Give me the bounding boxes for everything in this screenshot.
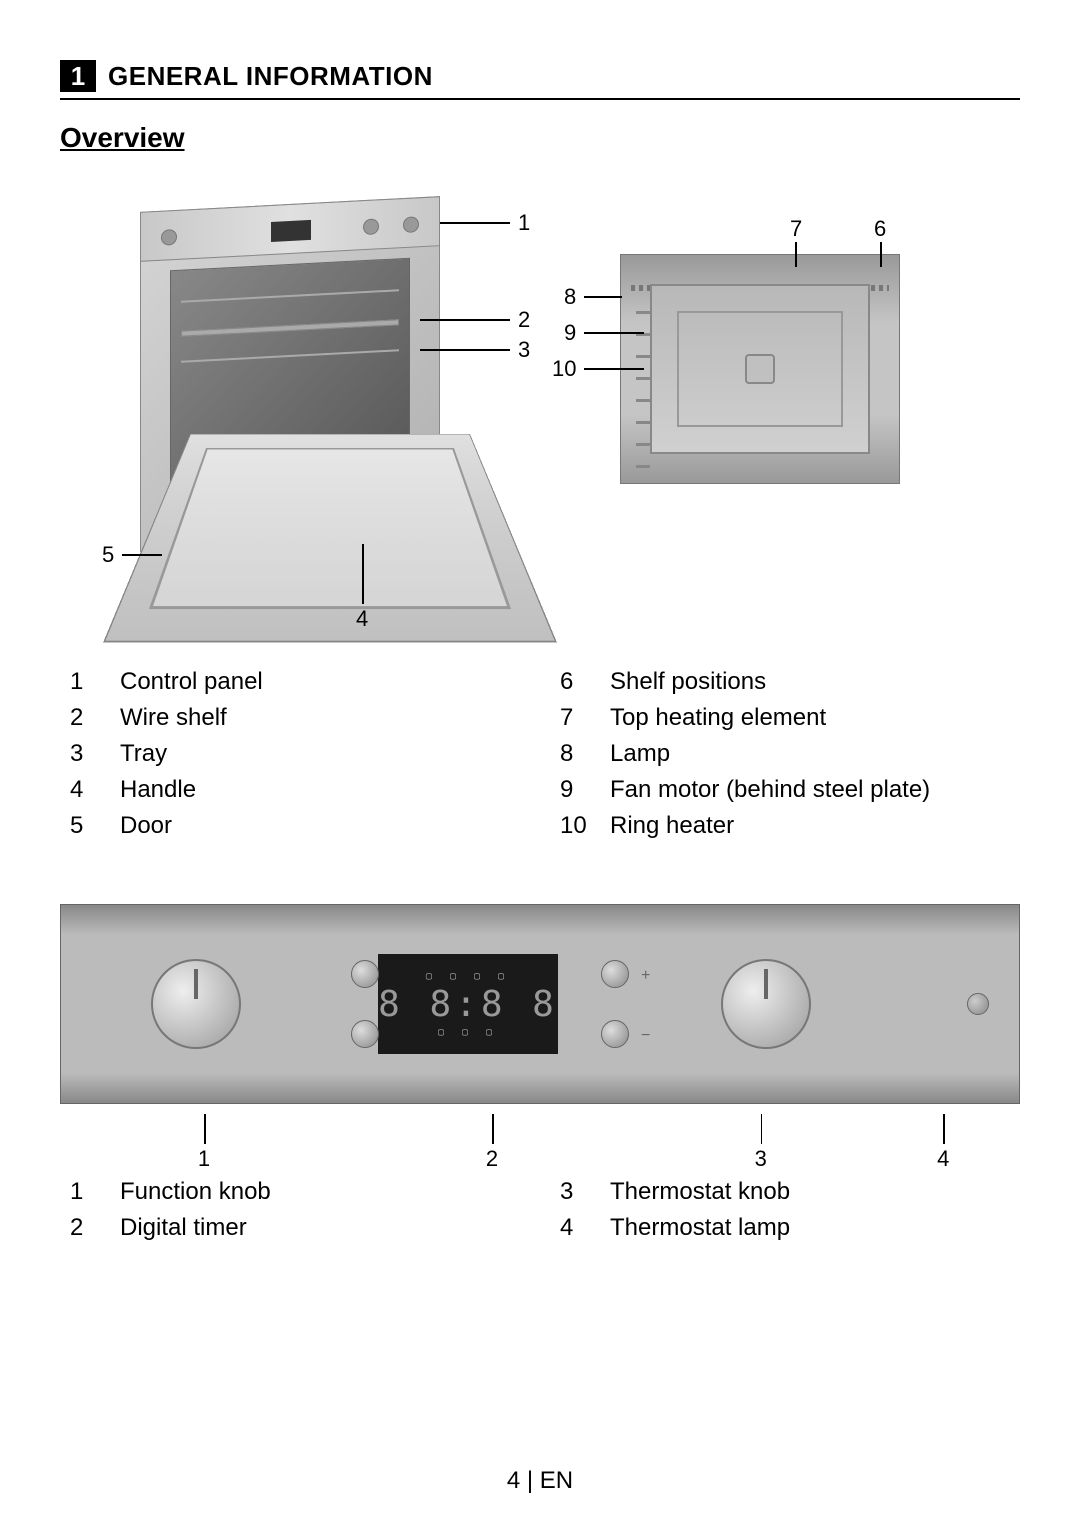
parts-row: 3Thermostat knob xyxy=(560,1174,1010,1210)
parts-label: Ring heater xyxy=(610,808,1010,844)
thermostat-knob-shape xyxy=(721,959,811,1049)
panel-callout-line xyxy=(204,1114,206,1144)
parts-number: 1 xyxy=(70,664,120,700)
timer-button xyxy=(601,960,629,988)
panel-parts-right: 3Thermostat knob4Thermostat lamp xyxy=(560,1174,1010,1246)
parts-number: 4 xyxy=(70,772,120,808)
parts-number: 1 xyxy=(70,1174,120,1210)
overview-diagrams: 1 2 3 4 5 6 7 8 9 10 xyxy=(60,184,1020,634)
panel-callout-row: 1234 xyxy=(60,1114,1020,1164)
panel-callout-number: 3 xyxy=(755,1146,767,1172)
control-panel-diagram: ▢ ▢ ▢ ▢ 8 8:8 8 ▢ ▢ ▢ + − xyxy=(60,904,1020,1104)
parts-number: 2 xyxy=(70,700,120,736)
parts-number: 8 xyxy=(560,736,610,772)
callout-8: 8 xyxy=(564,284,576,310)
parts-row: 10Ring heater xyxy=(560,808,1010,844)
parts-row: 7Top heating element xyxy=(560,700,1010,736)
parts-label: Digital timer xyxy=(120,1210,520,1246)
parts-number: 3 xyxy=(70,736,120,772)
parts-label: Wire shelf xyxy=(120,700,520,736)
parts-row: 4Handle xyxy=(70,772,520,808)
parts-label: Fan motor (behind steel plate) xyxy=(610,772,1010,808)
callout-5: 5 xyxy=(102,542,114,568)
parts-label: Function knob xyxy=(120,1174,520,1210)
timer-button xyxy=(351,1020,379,1048)
parts-label: Control panel xyxy=(120,664,520,700)
parts-row: 1Function knob xyxy=(70,1174,520,1210)
parts-row: 9Fan motor (behind steel plate) xyxy=(560,772,1010,808)
parts-right-column: 6Shelf positions7Top heating element8Lam… xyxy=(560,664,1010,844)
callout-6: 6 xyxy=(874,216,886,242)
parts-left-column: 1Control panel2Wire shelf3Tray4Handle5Do… xyxy=(70,664,520,844)
parts-row: 6Shelf positions xyxy=(560,664,1010,700)
parts-row: 3Tray xyxy=(70,736,520,772)
parts-row: 4Thermostat lamp xyxy=(560,1210,1010,1246)
oven-interior-diagram: 6 7 8 9 10 xyxy=(590,224,970,524)
callout-4: 4 xyxy=(356,606,368,632)
parts-row: 2Digital timer xyxy=(70,1210,520,1246)
callout-10: 10 xyxy=(552,356,576,382)
parts-row: 1Control panel xyxy=(70,664,520,700)
parts-number: 7 xyxy=(560,700,610,736)
panel-callout-line xyxy=(761,1114,763,1144)
oven-rear-panel-shape xyxy=(650,284,870,454)
parts-row: 8Lamp xyxy=(560,736,1010,772)
parts-label: Top heating element xyxy=(610,700,1010,736)
parts-number: 3 xyxy=(560,1174,610,1210)
section-number-badge: 1 xyxy=(60,60,96,92)
panel-callout-line xyxy=(943,1114,945,1144)
digital-timer-shape: ▢ ▢ ▢ ▢ 8 8:8 8 ▢ ▢ ▢ xyxy=(378,954,558,1054)
panel-callout-number: 1 xyxy=(198,1146,210,1172)
parts-number: 4 xyxy=(560,1210,610,1246)
parts-row: 2Wire shelf xyxy=(70,700,520,736)
panel-parts-left: 1Function knob2Digital timer xyxy=(70,1174,520,1246)
function-knob-shape xyxy=(151,959,241,1049)
parts-number: 6 xyxy=(560,664,610,700)
parts-label: Thermostat knob xyxy=(610,1174,1010,1210)
callout-7: 7 xyxy=(790,216,802,242)
timer-button xyxy=(601,1020,629,1048)
parts-label: Shelf positions xyxy=(610,664,1010,700)
parts-label: Tray xyxy=(120,736,520,772)
timer-button xyxy=(351,960,379,988)
panel-callout-number: 4 xyxy=(937,1146,949,1172)
callout-2: 2 xyxy=(518,307,530,333)
parts-row: 5Door xyxy=(70,808,520,844)
page-footer: 4 | EN xyxy=(0,1467,1080,1495)
subsection-title: Overview xyxy=(60,122,1020,154)
parts-label: Lamp xyxy=(610,736,1010,772)
callout-9: 9 xyxy=(564,320,576,346)
callout-3: 3 xyxy=(518,337,530,363)
section-header: 1 GENERAL INFORMATION xyxy=(60,60,1020,100)
panel-parts-list: 1Function knob2Digital timer 3Thermostat… xyxy=(60,1174,1020,1246)
overview-parts-list: 1Control panel2Wire shelf3Tray4Handle5Do… xyxy=(60,664,1020,844)
parts-label: Thermostat lamp xyxy=(610,1210,1010,1246)
parts-number: 2 xyxy=(70,1210,120,1246)
thermostat-lamp-shape xyxy=(967,993,989,1015)
parts-number: 5 xyxy=(70,808,120,844)
oven-exterior-diagram: 1 2 3 4 5 xyxy=(110,184,530,634)
parts-number: 9 xyxy=(560,772,610,808)
parts-label: Handle xyxy=(120,772,520,808)
callout-1: 1 xyxy=(518,210,530,236)
section-title: GENERAL INFORMATION xyxy=(108,61,433,92)
panel-callout-number: 2 xyxy=(486,1146,498,1172)
panel-callout-line xyxy=(492,1114,494,1144)
parts-label: Door xyxy=(120,808,520,844)
parts-number: 10 xyxy=(560,808,610,844)
